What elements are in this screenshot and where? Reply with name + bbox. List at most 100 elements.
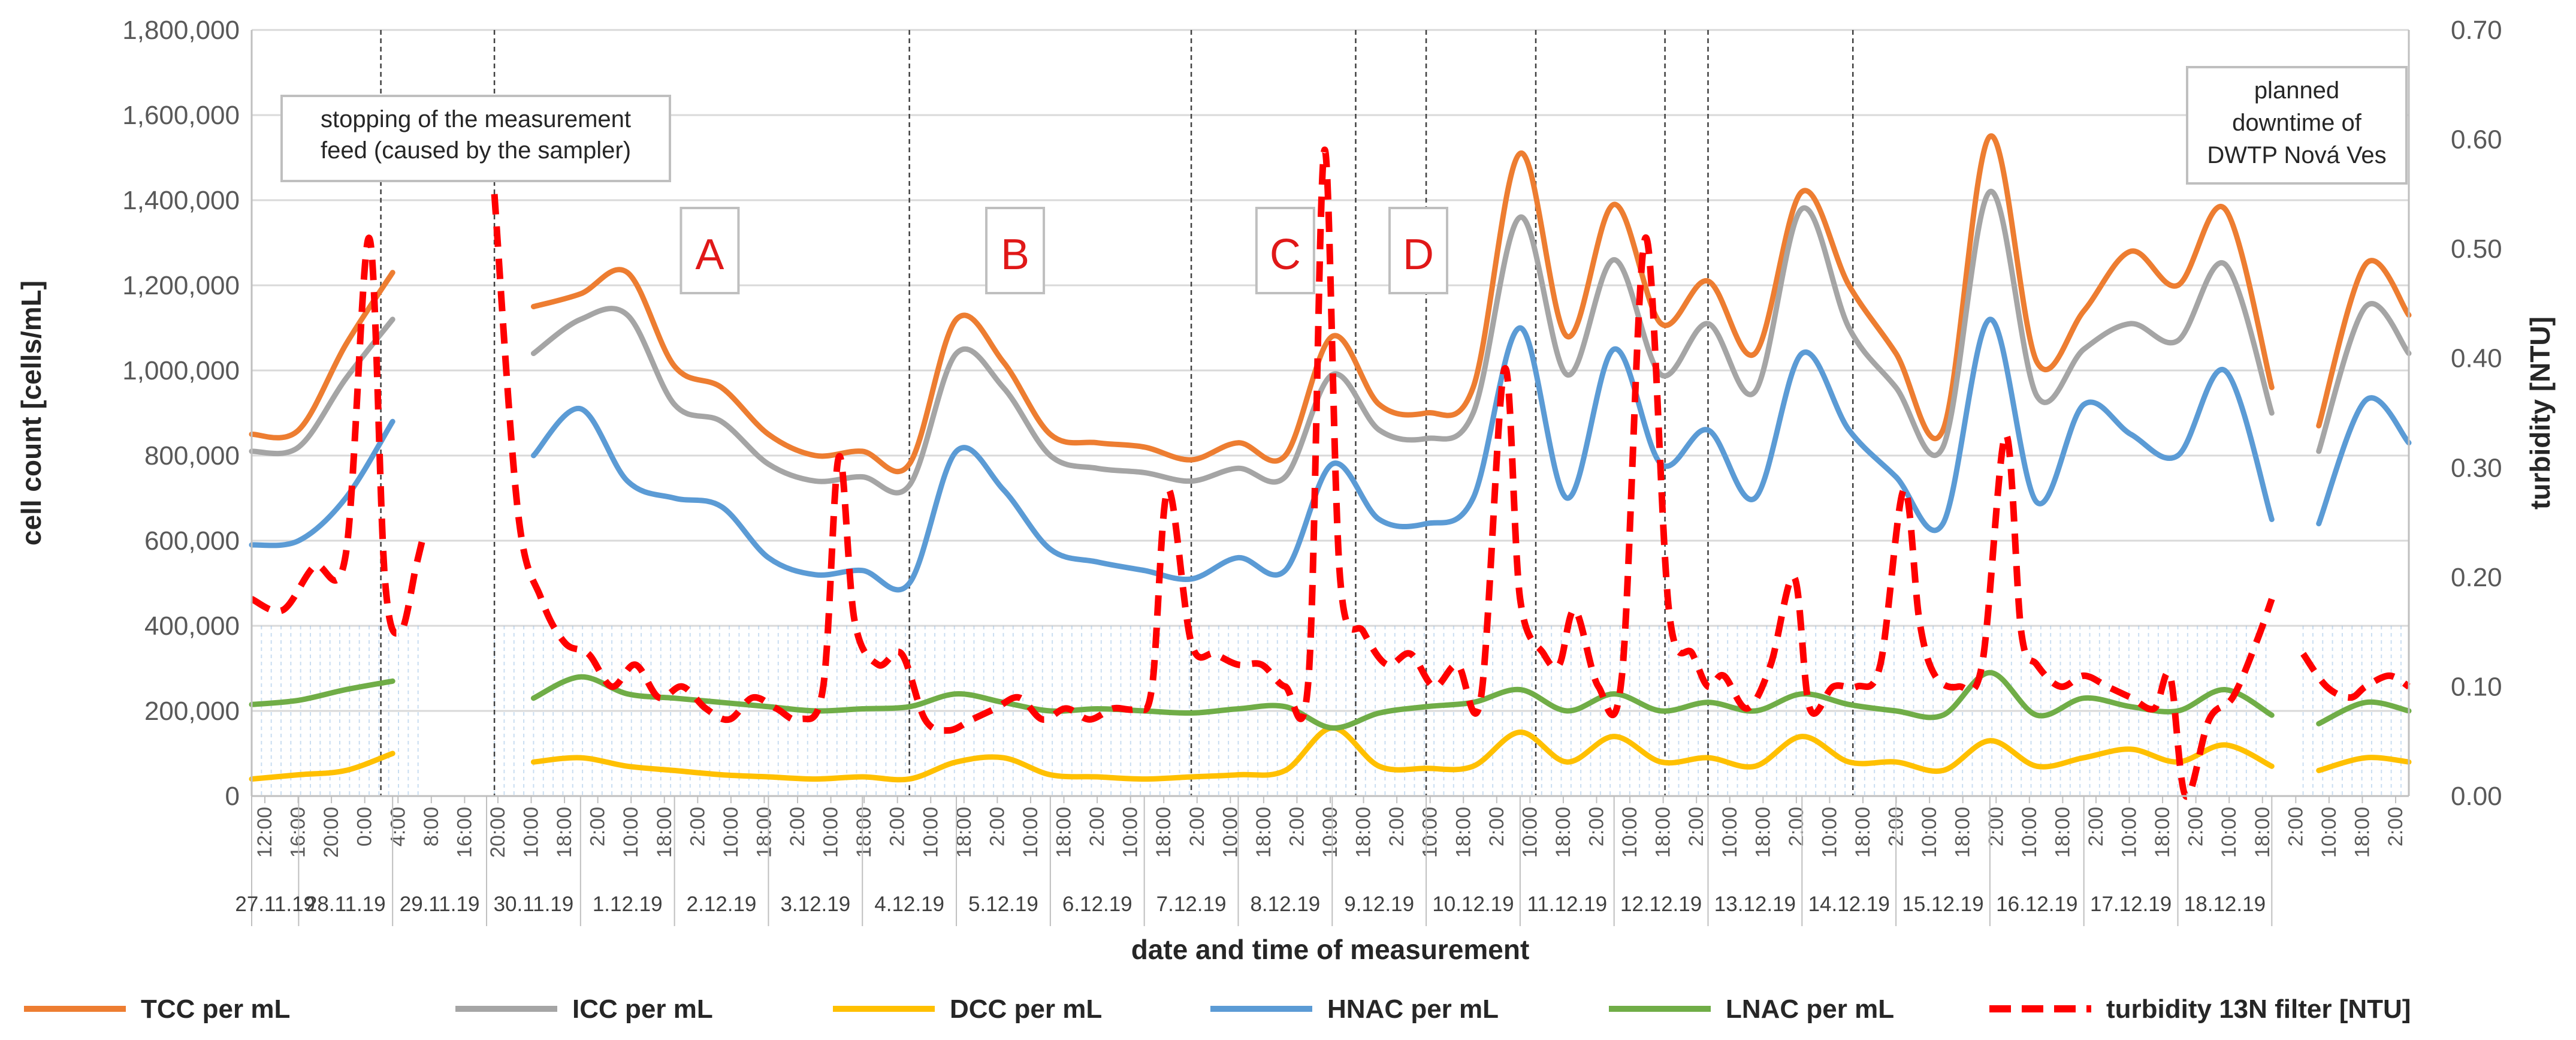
series-line xyxy=(530,316,2275,593)
series-hnac xyxy=(249,316,2412,593)
x-time-label: 18:00 xyxy=(653,807,676,858)
y-tick-label: 800,000 xyxy=(144,441,240,471)
x-time-label: 10:00 xyxy=(1918,807,1941,858)
series-turbidity xyxy=(250,146,2411,800)
x-date-label: 5.12.19 xyxy=(968,893,1038,916)
x-time-label: 12:00 xyxy=(253,807,276,858)
x-date-label: 16.12.19 xyxy=(1996,893,2077,916)
series-line xyxy=(530,725,2275,783)
y2-axis-title: turbidity [NTU] xyxy=(2524,316,2556,510)
phase-box xyxy=(680,207,740,294)
planned-note-text: DWTP Nová Ves xyxy=(2207,142,2386,168)
stop-note-text: feed (caused by the sampler) xyxy=(321,137,631,164)
legend-label: DCC per mL xyxy=(950,994,1102,1024)
series-line xyxy=(249,418,395,548)
legend-label: ICC per mL xyxy=(572,994,713,1024)
x-time-label: 18:00 xyxy=(2251,807,2274,858)
x-date-label: 11.12.19 xyxy=(1527,893,1607,916)
y-tick-label: 600,000 xyxy=(144,526,240,556)
x-date-label: 27.11.19 xyxy=(235,893,315,916)
phase-label-c: C xyxy=(1270,231,1301,279)
x-date-label: 4.12.19 xyxy=(874,893,944,916)
y-axis-title: cell count [cells/mL] xyxy=(16,281,47,545)
x-date-label: 15.12.19 xyxy=(1902,893,1983,916)
x-date-label: 18.12.19 xyxy=(2184,893,2266,916)
y2-tick-label: 0.60 xyxy=(2451,125,2502,155)
y-tick-label: 200,000 xyxy=(144,697,240,726)
series-line xyxy=(2300,652,2411,701)
y-tick-label: 1,600,000 xyxy=(122,101,240,130)
x-axis-title: date and time of measurement xyxy=(1131,934,1530,965)
x-time-label: 10:00 xyxy=(2318,807,2341,858)
x-time-label: 18:00 xyxy=(1852,807,1874,858)
series-line xyxy=(2316,258,2412,429)
phase-box xyxy=(985,207,1046,294)
x-time-label: 18:00 xyxy=(853,807,875,858)
x-time-label: 10:00 xyxy=(1319,807,1342,858)
phase-box xyxy=(1255,207,1315,294)
x-time-label: 2:00 xyxy=(1785,807,1808,846)
x-time-label: 20:00 xyxy=(320,807,343,858)
x-time-label: 2:00 xyxy=(587,807,609,846)
x-date-label: 17.12.19 xyxy=(2090,893,2172,916)
x-date-label: 7.12.19 xyxy=(1156,893,1227,916)
y2-tick-label: 0.10 xyxy=(2451,672,2502,701)
x-time-label: 2:00 xyxy=(986,807,1008,846)
x-time-label: 10:00 xyxy=(1818,807,1841,858)
x-time-label: 10:00 xyxy=(1618,807,1641,858)
series-line xyxy=(530,133,2275,475)
x-date-label: 28.11.19 xyxy=(306,893,386,916)
x-time-label: 2:00 xyxy=(2284,807,2307,846)
series-line xyxy=(530,189,2275,496)
legend-label: turbidity 13N filter [NTU] xyxy=(2106,994,2411,1024)
x-time-label: 18:00 xyxy=(1252,807,1275,858)
series-line xyxy=(491,146,2275,800)
x-date-label: 10.12.19 xyxy=(1432,893,1514,916)
x-time-label: 18:00 xyxy=(1751,807,1774,858)
phase-label-b: B xyxy=(1001,231,1029,279)
x-time-label: 0:00 xyxy=(354,807,376,846)
legend-label: HNAC per mL xyxy=(1327,994,1499,1024)
x-time-label: 2:00 xyxy=(886,807,909,846)
x-time-label: 2:00 xyxy=(2085,807,2107,846)
x-time-label: 16:00 xyxy=(453,807,476,858)
series-line xyxy=(250,234,427,637)
series-line xyxy=(249,678,395,707)
series-layer xyxy=(249,133,2412,800)
x-time-label: 2:00 xyxy=(1985,807,2007,846)
stop-note-text: stopping of the measurement xyxy=(321,106,631,132)
y-tick-label: 400,000 xyxy=(144,611,240,641)
planned-note-box xyxy=(2186,66,2408,185)
x-date-label: 8.12.19 xyxy=(1250,893,1320,916)
x-date-label: 9.12.19 xyxy=(1344,893,1414,916)
x-time-label: 10:00 xyxy=(1019,807,1042,858)
x-time-label: 10:00 xyxy=(1719,807,1741,858)
y2-tick-label: 0.50 xyxy=(2451,234,2502,264)
y2-tick-label: 0.70 xyxy=(2451,16,2502,45)
x-time-label: 10:00 xyxy=(919,807,942,858)
x-time-label: 10:00 xyxy=(820,807,842,858)
x-time-label: 8:00 xyxy=(420,807,443,846)
x-time-label: 18:00 xyxy=(2051,807,2074,858)
x-time-label: 2:00 xyxy=(1186,807,1209,846)
legend-label: LNAC per mL xyxy=(1726,994,1894,1024)
series-line xyxy=(2316,699,2412,727)
x-time-label: 10:00 xyxy=(520,807,543,858)
x-time-label: 2:00 xyxy=(686,807,709,846)
series-line xyxy=(530,670,2275,731)
x-time-label: 2:00 xyxy=(1685,807,1708,846)
phase-label-d: D xyxy=(1403,231,1434,279)
x-time-label: 2:00 xyxy=(2185,807,2207,846)
y2-tick-label: 0.00 xyxy=(2451,782,2502,811)
x-date-label: 14.12.19 xyxy=(1808,893,1890,916)
y2-tick-label: 0.40 xyxy=(2451,344,2502,373)
x-time-label: 10:00 xyxy=(2018,807,2041,858)
x-time-label: 10:00 xyxy=(620,807,642,858)
x-time-label: 10:00 xyxy=(1518,807,1541,858)
x-time-label: 2:00 xyxy=(1086,807,1109,846)
x-time-label: 18:00 xyxy=(1053,807,1076,858)
series-lnac xyxy=(249,670,2412,731)
planned-note-text: planned xyxy=(2254,77,2339,104)
x-time-label: 18:00 xyxy=(1552,807,1575,858)
